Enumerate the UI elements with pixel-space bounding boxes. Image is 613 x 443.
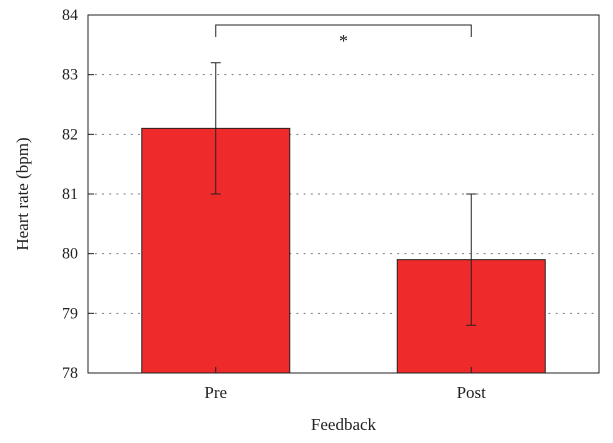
significance-annotation: * — [215, 24, 472, 51]
bars — [141, 127, 546, 374]
significance-star: * — [339, 31, 348, 51]
error-bars — [210, 62, 477, 326]
y-tick-label-80: 80 — [62, 246, 78, 263]
y-axis-label: Heart rate (bpm) — [13, 137, 32, 250]
y-tick-label-84: 84 — [62, 7, 78, 24]
y-tick-label-78: 78 — [62, 365, 78, 382]
x-axis-ticks: Pre Post — [204, 367, 486, 402]
y-tick-label-79: 79 — [62, 305, 78, 322]
x-tick-label-pre: Pre — [204, 383, 227, 402]
bar-pre — [141, 127, 291, 374]
significance-bracket — [215, 24, 472, 37]
y-tick-label-82: 82 — [62, 126, 78, 143]
y-tick-label-83: 83 — [62, 67, 78, 84]
x-tick-label-post: Post — [457, 383, 487, 402]
y-axis-ticks: 78 79 80 81 82 83 84 — [62, 7, 94, 382]
y-tick-label-81: 81 — [62, 186, 78, 203]
x-axis-label: Feedback — [311, 415, 377, 434]
